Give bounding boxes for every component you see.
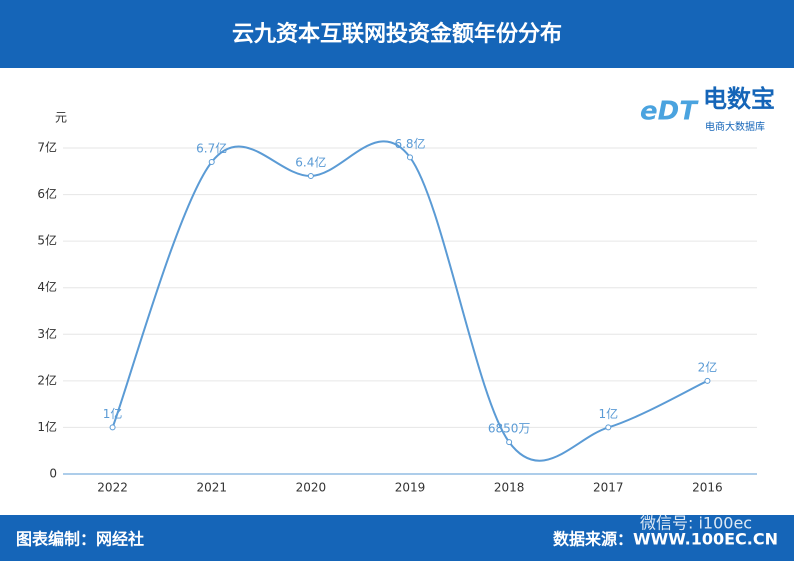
y-tick-label: 0 — [49, 467, 57, 481]
data-label: 6850万 — [488, 422, 531, 436]
x-tick-label: 2016 — [692, 481, 723, 495]
line — [111, 140, 708, 462]
point — [605, 424, 612, 431]
point — [407, 154, 413, 161]
title: 云九资本互联网投资金额年份分布 — [232, 21, 562, 47]
y-tick-label: 1亿 — [37, 419, 57, 434]
y-tick-label: 6亿 — [37, 186, 57, 201]
x-tick-label: 2017 — [593, 481, 624, 495]
y-tick-label: 3亿 — [37, 326, 57, 341]
y-tick-label: 7亿 — [37, 140, 57, 155]
footer-bar — [0, 515, 794, 561]
point — [704, 377, 711, 384]
logo-subtitle: 电商大数据库 — [705, 120, 765, 133]
logo-mark: eDT — [640, 97, 699, 127]
data-label: 2亿 — [698, 359, 718, 374]
footer-right: 数据来源：WWW.100EC.CN — [553, 530, 778, 549]
y-tick-label: 2亿 — [37, 372, 57, 387]
data-label: 1亿 — [103, 406, 123, 421]
x-tick-label: 2020 — [296, 481, 327, 495]
point — [109, 424, 116, 431]
data-label: 6.7亿 — [196, 140, 227, 155]
point — [506, 439, 513, 446]
footer-left: 图表编制：网经社 — [16, 530, 144, 549]
x-tick-label: 2022 — [97, 481, 128, 495]
x-tick-label: 2021 — [196, 481, 227, 495]
point — [208, 158, 215, 165]
y-axis-label: 元 — [55, 111, 67, 125]
data-label: 1亿 — [598, 406, 618, 421]
data-label: 6.8亿 — [394, 136, 425, 151]
x-tick-label: 2018 — [494, 481, 525, 495]
data-label: 6.4亿 — [295, 154, 326, 169]
y-tick-label: 4亿 — [37, 279, 57, 294]
y-tick-label: 5亿 — [37, 233, 57, 248]
x-tick-label: 2019 — [395, 481, 426, 495]
watermark: 微信号: i100ec — [640, 514, 752, 533]
logo-name: 电数宝 — [703, 85, 775, 113]
header-bar — [0, 0, 794, 68]
point — [307, 172, 314, 179]
